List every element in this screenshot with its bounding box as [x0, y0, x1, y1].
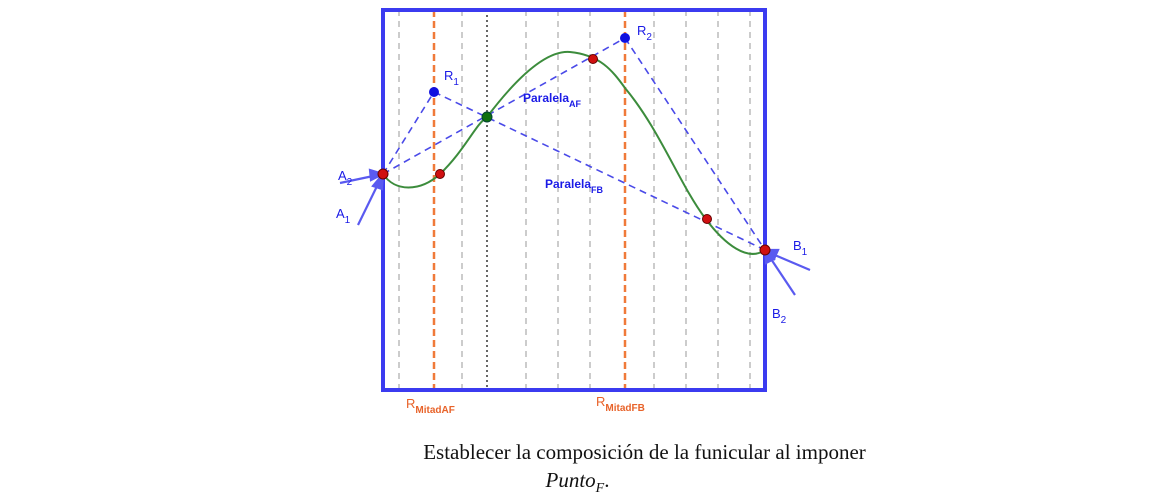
- point-a: [377, 168, 389, 180]
- label-paralela-fb: ParalelaFB: [545, 177, 604, 195]
- caption-line-1: Establecer la composición de la funicula…: [423, 440, 866, 464]
- point-r2: [620, 33, 630, 43]
- caption-punto-sub: F: [595, 481, 605, 496]
- segment-r2-b: [624, 37, 766, 251]
- frame-bottom: [381, 174, 767, 392]
- segment-a-r2: [382, 37, 626, 175]
- point-b: [759, 244, 771, 256]
- point-r1: [429, 87, 439, 97]
- caption-period: .: [604, 468, 610, 492]
- label-r-mitad-af: RMitadAF: [406, 396, 455, 416]
- label-b1: B1: [793, 238, 808, 258]
- arrowhead-icon: [368, 168, 386, 182]
- caption-punto: Punto: [545, 468, 596, 492]
- label-r1: R1: [444, 68, 459, 88]
- point-fb-upper: [588, 54, 598, 64]
- label-r-mitad-fb: RMitadFB: [596, 394, 645, 414]
- label-paralela-af: ParalelaAF: [523, 91, 582, 109]
- frame: [381, 8, 767, 250]
- caption-line-2: PuntoF.: [0, 468, 1155, 496]
- point-fb-mid: [702, 214, 712, 224]
- point-af-mid: [435, 169, 445, 179]
- point-f: [481, 111, 493, 123]
- grid-lines: [398, 10, 751, 390]
- segment-a-r1: [382, 91, 435, 175]
- funicular-diagram: A2 A1 R1 R2 B1 B2 ParalelaAF ParalelaFB …: [336, 8, 811, 416]
- label-r2: R2: [637, 23, 652, 43]
- label-a2: A2: [338, 168, 353, 188]
- force-b-arrows: [762, 247, 811, 296]
- force-a-arrows: [339, 168, 386, 226]
- force-b1-line: [769, 251, 811, 272]
- force-b2-line: [768, 255, 796, 296]
- label-b2: B2: [772, 306, 787, 326]
- label-a1: A1: [336, 206, 351, 226]
